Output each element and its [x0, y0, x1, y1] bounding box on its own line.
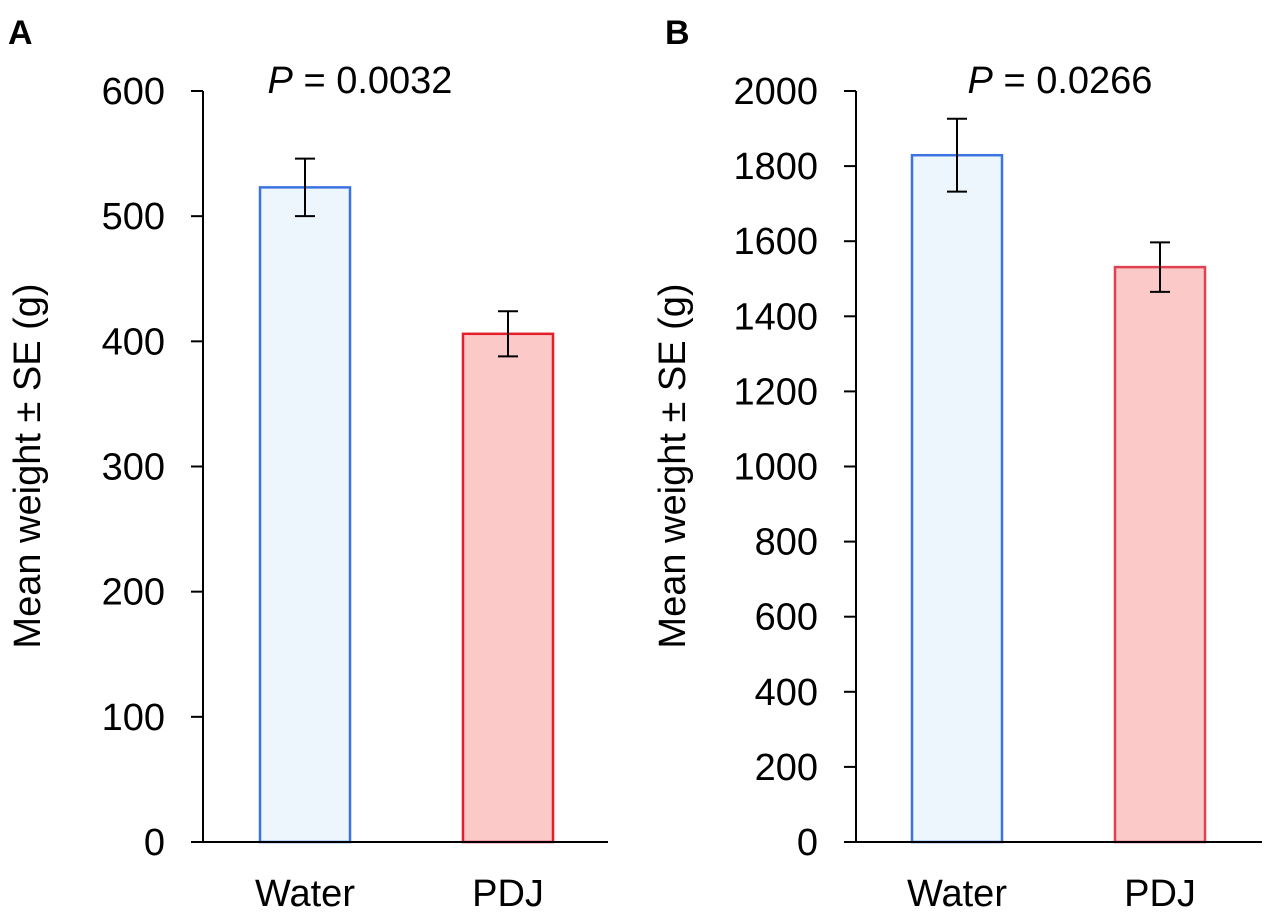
y-tick-label: 1800: [733, 146, 818, 188]
p-value-symbol: P: [268, 60, 294, 102]
bar-water: [258, 186, 352, 844]
y-tick-label: 600: [755, 597, 818, 639]
bar-water: [910, 153, 1004, 844]
p-value-symbol: P: [968, 60, 994, 102]
y-tick-label: 600: [102, 71, 165, 113]
bars-b: [910, 117, 1207, 844]
bar-pdj: [461, 332, 555, 844]
p-value-annotation-b: P = 0.0266: [968, 60, 1153, 102]
panel-letter-b: B: [665, 14, 690, 52]
y-tick-label: 100: [102, 697, 165, 739]
y-ticks-a: 0 100 200 300 400 500 600: [102, 71, 203, 864]
panel-letter-a: A: [8, 14, 33, 52]
p-value-text: = 0.0266: [993, 60, 1153, 102]
p-value-text: = 0.0032: [293, 60, 453, 102]
y-tick-label: 0: [797, 822, 818, 864]
y-axis-title-b: Mean weight ± SE (g): [652, 283, 694, 648]
x-category-label-pdj: PDJ: [472, 873, 544, 915]
y-tick-label: 800: [755, 522, 818, 564]
y-tick-label: 1200: [733, 371, 818, 413]
y-tick-label: 200: [755, 747, 818, 789]
y-tick-label: 2000: [733, 71, 818, 113]
y-tick-label: 1600: [733, 221, 818, 263]
y-tick-label: 0: [144, 822, 165, 864]
bars-a: [258, 157, 555, 844]
p-value-annotation-a: P = 0.0032: [268, 60, 453, 102]
x-categories-a: Water PDJ: [255, 873, 544, 915]
x-categories-b: Water PDJ: [907, 873, 1196, 915]
y-tick-label: 500: [102, 196, 165, 238]
panel-b: B P = 0.0266 Mean weight ± SE (g) 0 200 40…: [652, 14, 1262, 915]
y-tick-label: 200: [102, 572, 165, 614]
y-tick-label: 1400: [733, 296, 818, 338]
panel-a: A P = 0.0032 Mean weight ± SE (g) 0 100 20…: [7, 14, 608, 915]
y-axis-title-a: Mean weight ± SE (g): [7, 283, 49, 648]
y-tick-label: 400: [755, 672, 818, 714]
x-category-label-water: Water: [255, 873, 355, 915]
y-tick-label: 400: [102, 321, 165, 363]
bar-pdj: [1113, 265, 1207, 844]
y-ticks-b: 0 200 400 600 800 1000 1200 1400 1600 1800 2000: [733, 71, 856, 864]
x-category-label-pdj: PDJ: [1124, 873, 1196, 915]
y-tick-label: 1000: [733, 447, 818, 489]
x-category-label-water: Water: [907, 873, 1007, 915]
y-tick-label: 300: [102, 447, 165, 489]
